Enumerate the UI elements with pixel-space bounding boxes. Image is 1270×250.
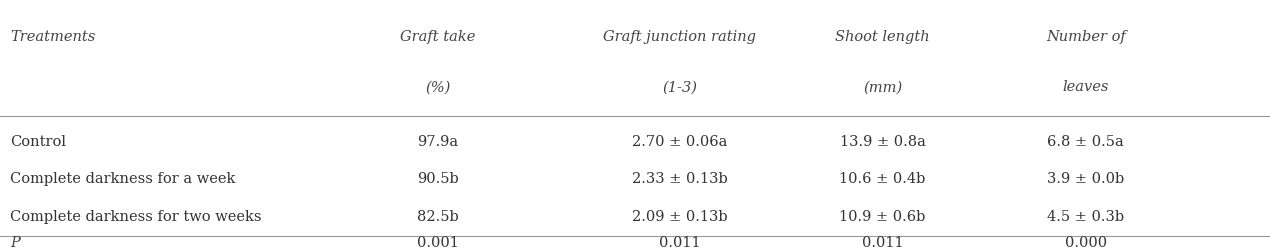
Text: Graft take: Graft take [400,30,476,44]
Text: Treatments: Treatments [10,30,95,44]
Text: 10.9 ± 0.6b: 10.9 ± 0.6b [839,209,926,223]
Text: Complete darkness for two weeks: Complete darkness for two weeks [10,209,262,223]
Text: (1-3): (1-3) [662,80,697,94]
Text: 97.9a: 97.9a [418,134,458,148]
Text: Graft junction rating: Graft junction rating [603,30,756,44]
Text: Shoot length: Shoot length [836,30,930,44]
Text: 2.70 ± 0.06a: 2.70 ± 0.06a [631,134,728,148]
Text: leaves: leaves [1063,80,1109,94]
Text: 0.011: 0.011 [659,235,700,249]
Text: Complete darkness for a week: Complete darkness for a week [10,172,235,186]
Text: 82.5b: 82.5b [418,209,458,223]
Text: P: P [10,235,20,249]
Text: 90.5b: 90.5b [418,172,458,186]
Text: (mm): (mm) [864,80,902,94]
Text: 0.001: 0.001 [418,235,458,249]
Text: 2.09 ± 0.13b: 2.09 ± 0.13b [631,209,728,223]
Text: 0.000: 0.000 [1064,235,1107,249]
Text: (%): (%) [425,80,451,94]
Text: Control: Control [10,134,66,148]
Text: 0.011: 0.011 [862,235,903,249]
Text: 6.8 ± 0.5a: 6.8 ± 0.5a [1048,134,1124,148]
Text: 3.9 ± 0.0b: 3.9 ± 0.0b [1048,172,1124,186]
Text: 10.6 ± 0.4b: 10.6 ± 0.4b [839,172,926,186]
Text: 4.5 ± 0.3b: 4.5 ± 0.3b [1048,209,1124,223]
Text: 13.9 ± 0.8a: 13.9 ± 0.8a [839,134,926,148]
Text: 2.33 ± 0.13b: 2.33 ± 0.13b [631,172,728,186]
Text: Number of: Number of [1046,30,1125,44]
